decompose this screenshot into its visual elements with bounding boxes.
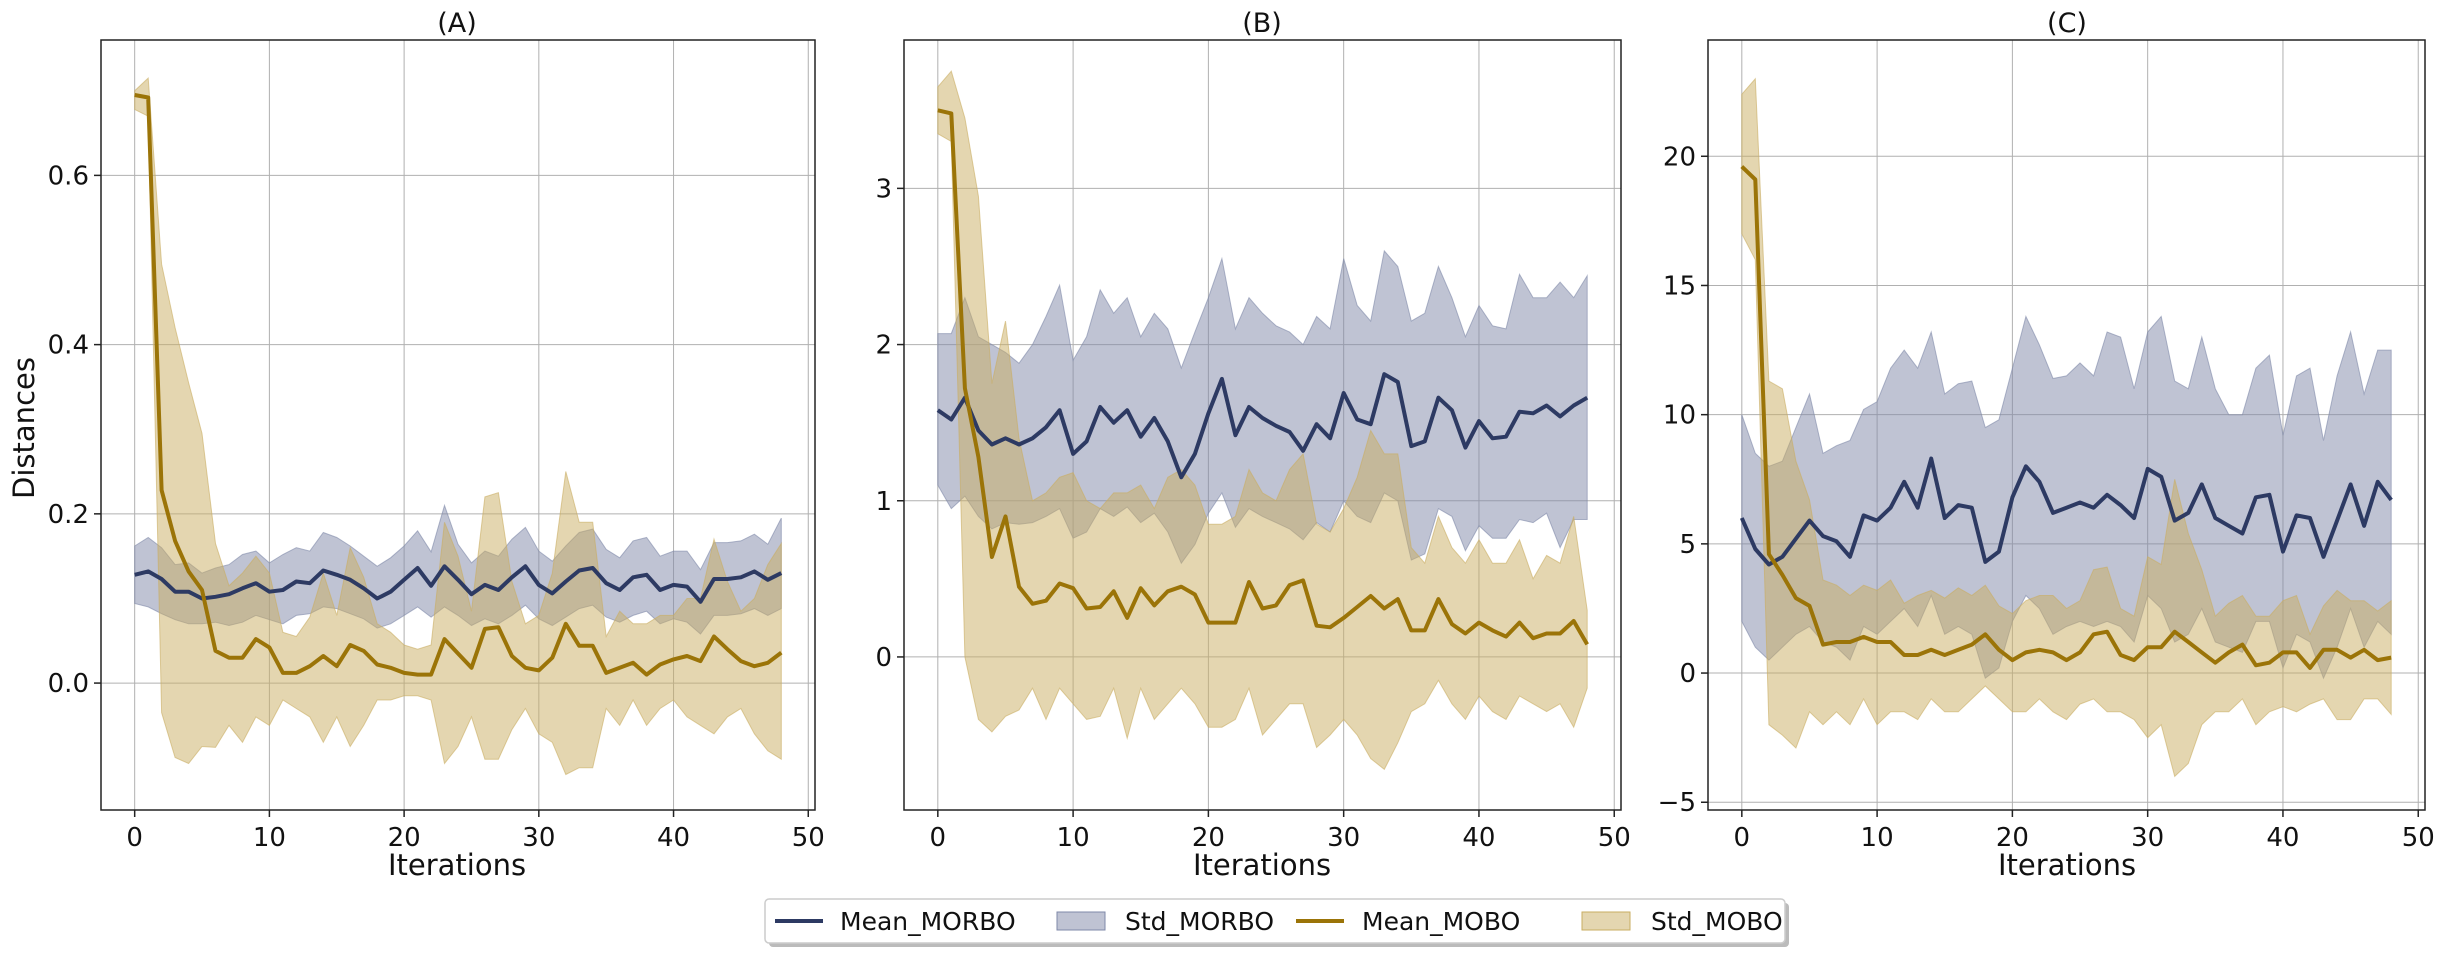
x-tick-label: 50 (792, 823, 825, 853)
legend-frame (764, 898, 1786, 944)
y-tick-label: 0.4 (48, 331, 89, 361)
subplot-a-ylabel: Distances (7, 357, 41, 499)
x-tick-label: 0 (930, 823, 947, 853)
y-tick-label: 5 (1679, 530, 1696, 560)
x-tick-label: 40 (1462, 823, 1495, 853)
x-tick-label: 30 (2131, 823, 2164, 853)
legend-label-mean-morbo: Mean_MORBO (840, 907, 1016, 936)
subplot-b-plot-area: 0 10 20 30 40 50 0 1 2 3 (875, 39, 1631, 853)
x-tick-label: 50 (1598, 823, 1631, 853)
y-tick-label: 10 (1663, 401, 1696, 431)
x-tick-label: 50 (2402, 823, 2435, 853)
x-tick-label: 0 (126, 823, 143, 853)
x-tick-label: 20 (1996, 823, 2029, 853)
legend-swatch-std-morbo (1056, 911, 1106, 931)
axes-frame (1707, 39, 2426, 811)
mean-line-morbo (1739, 456, 2393, 567)
mean-line-morbo (134, 564, 783, 604)
x-tick-label: 0 (1734, 823, 1751, 853)
x-tick-label: 10 (253, 823, 286, 853)
subplot-a-plot-area: 0 10 20 30 40 50 0.0 0.2 0.4 0.6 (48, 39, 825, 853)
x-tick-label: 20 (1192, 823, 1225, 853)
subplot-c-title: (C) (2047, 8, 2087, 39)
x-tick-label: 30 (522, 823, 555, 853)
subplot-b: 0 10 20 30 40 50 0 1 2 3 (B) Iterations (875, 8, 1630, 882)
subplot-b-title: (B) (1242, 8, 1282, 39)
x-tick-label: 20 (388, 823, 421, 853)
std-band-mobo (937, 70, 1588, 771)
y-tick-label: 20 (1663, 142, 1696, 172)
mean-line-morbo (936, 372, 1589, 480)
x-tick-label: 40 (657, 823, 690, 853)
std-band-mobo (134, 77, 782, 776)
legend-swatch-std-mobo (1581, 911, 1631, 931)
y-tick-label: 1 (875, 487, 892, 517)
y-tick-label: 0 (875, 643, 892, 673)
y-tick-label: 0.0 (48, 669, 89, 699)
y-tick-label: 3 (875, 174, 892, 204)
subplot-c-xlabel: Iterations (1998, 848, 2136, 882)
axes-frame (903, 39, 1622, 811)
legend: Mean_MORBO Std_MORBO Mean_MOBO Std_MOBO (764, 898, 1789, 947)
subplot-a: 0 10 20 30 40 50 0.0 0.2 0.4 0.6 (A) Iterations D… (7, 8, 825, 882)
y-tick-label: 15 (1663, 271, 1696, 301)
legend-label-mean-mobo: Mean_MOBO (1362, 907, 1520, 936)
subplot-c: 0 10 20 30 40 50 −5 0 5 10 15 20 (C) Iterations (1658, 8, 2435, 882)
legend-label-std-morbo: Std_MORBO (1125, 907, 1274, 936)
x-tick-label: 40 (2266, 823, 2299, 853)
x-tick-label: 30 (1327, 823, 1360, 853)
y-tick-label: −5 (1658, 788, 1696, 818)
subplot-a-xlabel: Iterations (388, 848, 526, 882)
legend-label-std-mobo: Std_MOBO (1651, 907, 1783, 936)
y-tick-label: 0.2 (48, 500, 89, 530)
mean-line-mobo (1740, 165, 2392, 670)
x-tick-label: 10 (1057, 823, 1090, 853)
axes-frame (100, 39, 816, 811)
subplot-b-xlabel: Iterations (1193, 848, 1331, 882)
mean-line-mobo (134, 93, 783, 677)
x-tick-label: 10 (1861, 823, 1894, 853)
mean-line-mobo (937, 108, 1589, 646)
y-tick-label: 0.6 (48, 161, 89, 191)
subplot-c-plot-area: 0 10 20 30 40 50 −5 0 5 10 15 20 (1658, 39, 2435, 853)
subplot-a-title: (A) (437, 8, 477, 39)
y-tick-label: 0 (1679, 659, 1696, 689)
y-tick-label: 2 (875, 331, 892, 361)
std-band-mobo (1741, 77, 2392, 778)
